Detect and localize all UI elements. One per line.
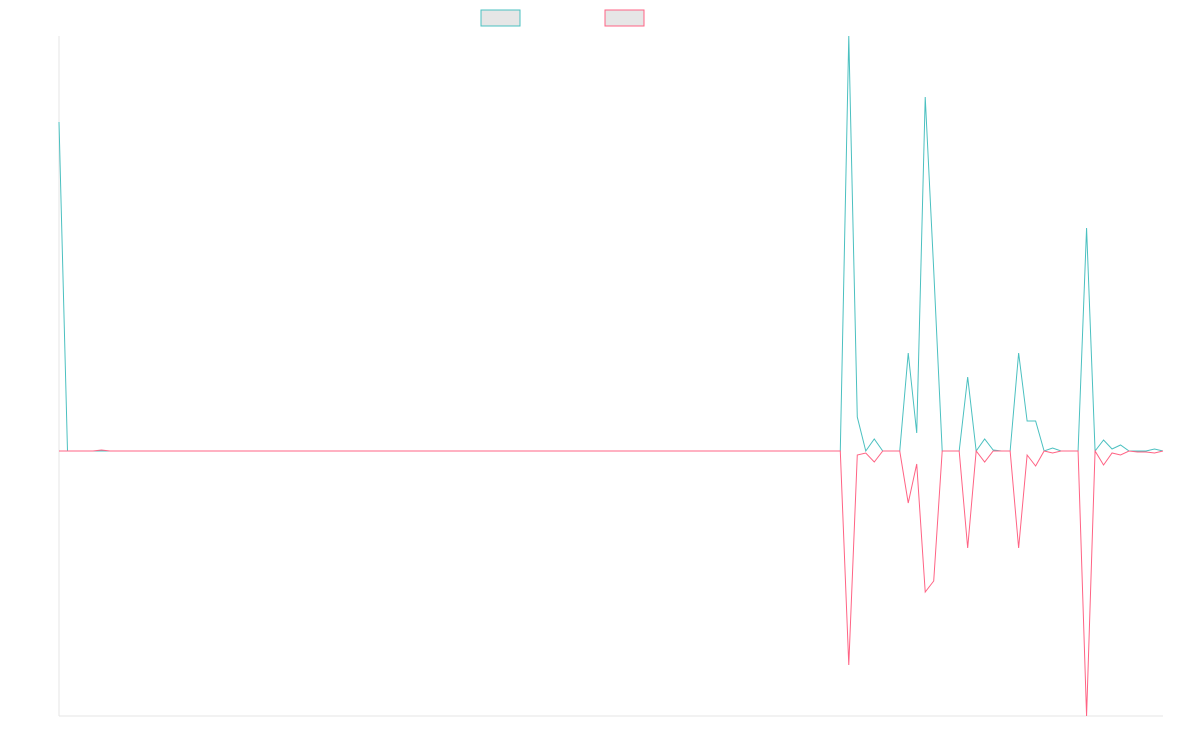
legend-swatch: [480, 9, 521, 27]
line-series: [58, 35, 1164, 453]
line-series: [59, 449, 1164, 717]
legend-swatch: [604, 9, 645, 27]
